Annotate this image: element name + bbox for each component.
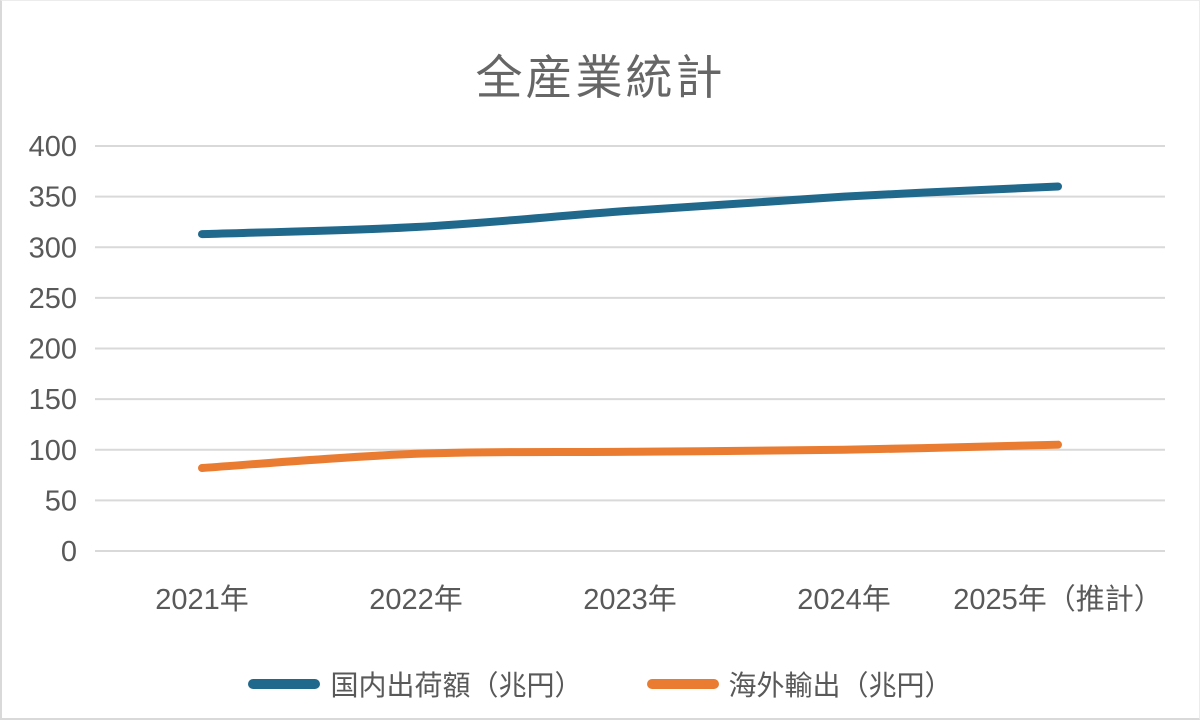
legend-label-domestic: 国内出荷額（兆円） xyxy=(330,670,583,701)
legend-swatch-overseas-line xyxy=(646,679,719,689)
y-tick-label: 50 xyxy=(45,485,77,517)
series-line-overseas xyxy=(198,440,1062,472)
y-tick-label: 350 xyxy=(29,182,77,214)
legend-label-overseas: 海外輸出（兆円） xyxy=(728,670,953,701)
x-axis-label: 2022年 xyxy=(369,583,463,616)
y-tick-label: 300 xyxy=(29,232,77,264)
x-axis-label: 2025年（推計） xyxy=(953,583,1163,616)
x-axis-label: 2024年 xyxy=(797,583,891,616)
x-axis-label: 2023年 xyxy=(583,583,677,616)
x-axis-label: 2021年 xyxy=(155,583,249,616)
y-tick-label: 0 xyxy=(61,536,77,568)
legend-swatch-domestic-line xyxy=(248,679,321,689)
y-tick-label: 250 xyxy=(29,283,77,315)
series-line-domestic xyxy=(198,182,1062,239)
legend-item-overseas: 海外輸出（兆円） xyxy=(646,664,953,704)
y-tick-label: 150 xyxy=(29,384,77,416)
chart-title: 全産業統計 xyxy=(475,51,726,104)
y-tick-label: 200 xyxy=(29,334,77,366)
y-tick-label: 100 xyxy=(29,435,77,467)
legend: 国内出荷額（兆円） 海外輸出（兆円） xyxy=(2,664,1199,704)
y-tick-label: 400 xyxy=(29,131,77,163)
legend-item-domestic: 国内出荷額（兆円） xyxy=(248,664,583,704)
